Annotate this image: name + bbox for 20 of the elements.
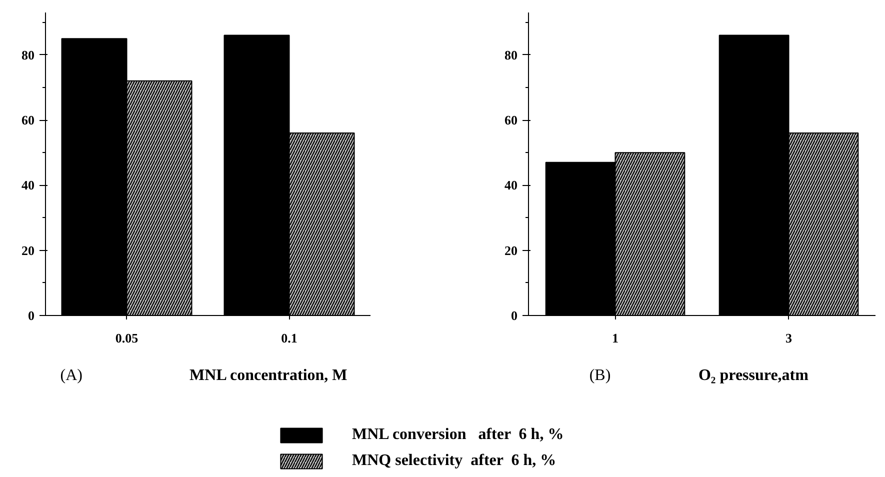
y-tick-label: 60 xyxy=(504,112,518,128)
x-tick-label: 0.05 xyxy=(115,330,139,346)
y-tick-label: 40 xyxy=(504,178,518,193)
y-tick-label: 0 xyxy=(28,308,34,323)
y-tick-label: 40 xyxy=(22,178,34,193)
x-axis-title: MNL concentration, M xyxy=(190,367,348,384)
legend-label: MNQ selectivity after 6 h, % xyxy=(352,452,556,470)
x-axis-title: O₂ pressure,atm xyxy=(698,367,810,384)
x-tick-label: 0.1 xyxy=(281,330,298,346)
y-tick-label: 20 xyxy=(22,242,34,258)
y-tick-label: 0 xyxy=(511,308,518,323)
x-tick-label: 3 xyxy=(786,330,792,346)
text: (A) xyxy=(60,367,82,384)
y-tick-label: 20 xyxy=(504,242,518,258)
text: (B) xyxy=(589,367,611,384)
y-tick-label: 60 xyxy=(22,112,34,128)
legend-label: MNL conversion after 6 h, % xyxy=(352,426,564,444)
y-tick-label: 80 xyxy=(22,47,34,62)
x-tick-label: 1 xyxy=(612,330,618,346)
y-tick-label: 80 xyxy=(504,47,518,62)
